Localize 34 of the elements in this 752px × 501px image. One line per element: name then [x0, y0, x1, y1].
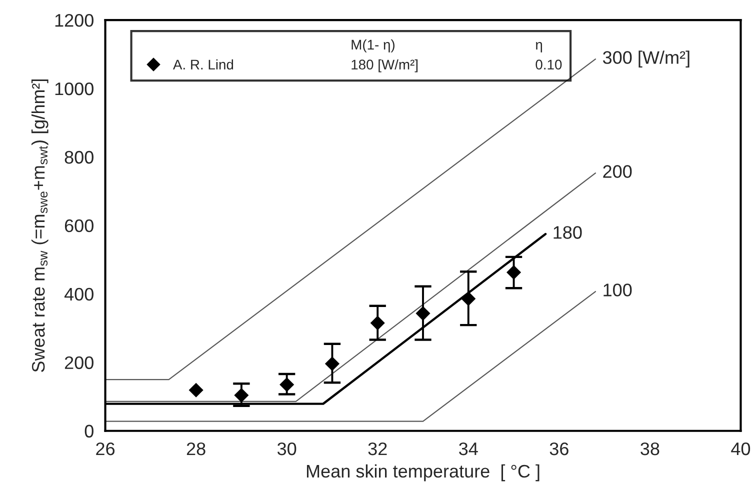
x-tick-label: 34	[459, 442, 478, 456]
x-tick-label: 36	[550, 442, 568, 456]
y-axis-title: Sweat rate m$_{sw}$ (=m$_{swe}$+m$_{swt}$) [g/hm²]	[31, 79, 48, 372]
point	[506, 265, 522, 280]
annotation: η	[536, 42, 542, 52]
series-label: 300 [W/m²]	[602, 50, 690, 68]
y-tick-label: 0	[84, 424, 94, 438]
series-label: 100	[604, 284, 632, 296]
point	[234, 388, 249, 403]
point	[188, 382, 204, 398]
point	[280, 377, 294, 392]
y-tick-label: 1000	[55, 82, 94, 96]
point	[370, 316, 385, 330]
annotation: 0.10	[536, 60, 562, 70]
x-tick-label: 30	[277, 442, 296, 456]
y-tick-label: 400	[64, 288, 94, 301]
x-axis-title: Mean skin temperature [ °C ]	[306, 464, 540, 482]
annotation: 180 [W/m²]	[352, 59, 418, 72]
x-tick-label: 28	[186, 442, 206, 456]
y-tick-label: 600	[64, 219, 94, 232]
y-tick-label: 200	[64, 356, 94, 370]
y-tick-label: 800	[64, 150, 94, 164]
x-tick-label: 32	[368, 442, 387, 456]
x-tick-label: 40	[731, 442, 750, 456]
point	[461, 291, 476, 306]
y-tick-label: 1200	[55, 14, 94, 27]
point	[324, 356, 340, 372]
point	[416, 306, 430, 321]
x-tick-label: 26	[96, 442, 115, 456]
annotation: M(1- η)	[352, 39, 394, 52]
x-tick-label: 38	[640, 442, 660, 456]
series-label: 180	[554, 226, 582, 239]
legend-label: A. R. Lind	[172, 59, 234, 70]
series-label: 200	[603, 165, 632, 178]
